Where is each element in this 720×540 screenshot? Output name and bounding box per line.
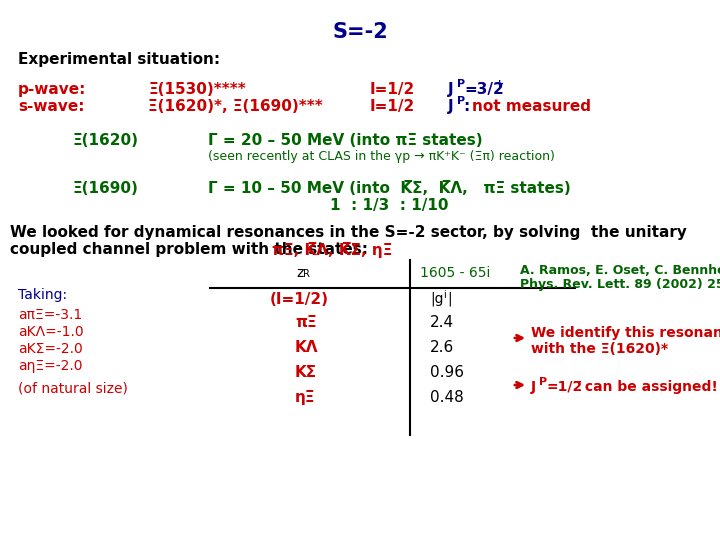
Text: −: − <box>573 377 582 387</box>
Text: 0.48: 0.48 <box>430 390 464 405</box>
Text: J: J <box>448 82 454 97</box>
Text: +: + <box>495 79 504 89</box>
Text: Γ = 20 – 50 MeV (into πΞ states): Γ = 20 – 50 MeV (into πΞ states) <box>208 133 482 148</box>
Text: (I=1/2): (I=1/2) <box>270 292 329 307</box>
Text: =1/2: =1/2 <box>546 380 582 394</box>
Text: =3/2: =3/2 <box>464 82 504 97</box>
Text: not measured: not measured <box>472 99 591 114</box>
Text: Ξ(1620): Ξ(1620) <box>72 133 138 148</box>
Text: Taking:: Taking: <box>18 288 67 302</box>
Text: P: P <box>457 79 465 89</box>
Text: :: : <box>464 99 475 114</box>
Text: KΛ: KΛ <box>295 340 318 355</box>
Text: i: i <box>443 290 446 300</box>
Text: Ξ(1690): Ξ(1690) <box>72 181 138 196</box>
Text: J: J <box>531 380 536 394</box>
Text: aΚΣ=-2.0: aΚΣ=-2.0 <box>18 342 83 356</box>
Text: s-wave:: s-wave: <box>18 99 84 114</box>
Text: Ξ(1530)****: Ξ(1530)**** <box>148 82 246 97</box>
Text: Γ = 10 – 50 MeV (into  K̅Σ,  K̅Λ,   πΞ states): Γ = 10 – 50 MeV (into K̅Σ, K̅Λ, πΞ state… <box>208 181 571 196</box>
Text: |: | <box>447 292 451 307</box>
Text: 0.96: 0.96 <box>430 365 464 380</box>
Text: 1605 - 65i: 1605 - 65i <box>420 266 490 280</box>
Text: 1  : 1/3  : 1/10: 1 : 1/3 : 1/10 <box>330 198 449 213</box>
Text: I=1/2: I=1/2 <box>370 99 415 114</box>
Text: |g: |g <box>430 292 444 307</box>
Text: z: z <box>296 266 303 280</box>
Text: 2.6: 2.6 <box>430 340 454 355</box>
Text: P: P <box>539 377 547 387</box>
Text: Experimental situation:: Experimental situation: <box>18 52 220 67</box>
Text: J: J <box>448 99 454 114</box>
Text: S=-2: S=-2 <box>332 22 388 42</box>
Text: aΚΛ=-1.0: aΚΛ=-1.0 <box>18 325 84 339</box>
Text: We identify this resonance: We identify this resonance <box>531 326 720 340</box>
Text: coupled channel problem with the states:: coupled channel problem with the states: <box>10 242 373 257</box>
Text: Ξ(1620)*, Ξ(1690)***: Ξ(1620)*, Ξ(1690)*** <box>148 99 323 114</box>
Text: (seen recently at CLAS in the γp → πK⁺K⁻ (Ξπ) reaction): (seen recently at CLAS in the γp → πK⁺K⁻… <box>208 150 555 163</box>
Text: ηΞ: ηΞ <box>295 390 315 405</box>
Text: We looked for dynamical resonances in the S=-2 sector, by solving  the unitary: We looked for dynamical resonances in th… <box>10 225 687 240</box>
Text: can be assigned!: can be assigned! <box>580 380 718 394</box>
Text: KΣ: KΣ <box>295 365 317 380</box>
Text: p-wave:: p-wave: <box>18 82 86 97</box>
Text: P: P <box>457 96 465 106</box>
Text: πΞ, K̅Λ, K̅Σ, ηΞ: πΞ, K̅Λ, K̅Σ, ηΞ <box>272 242 392 258</box>
Text: aπΞ=-3.1: aπΞ=-3.1 <box>18 308 82 322</box>
Text: I=1/2: I=1/2 <box>370 82 415 97</box>
Text: (of natural size): (of natural size) <box>18 382 128 396</box>
Text: A. Ramos, E. Oset, C. Bennhold,: A. Ramos, E. Oset, C. Bennhold, <box>520 264 720 277</box>
Text: aηΞ=-2.0: aηΞ=-2.0 <box>18 359 83 373</box>
Text: with the Ξ(1620)*: with the Ξ(1620)* <box>531 342 668 356</box>
Text: Phys. Rev. Lett. 89 (2002) 252001: Phys. Rev. Lett. 89 (2002) 252001 <box>520 278 720 291</box>
Text: R: R <box>303 269 310 279</box>
Text: 2.4: 2.4 <box>430 315 454 330</box>
Text: πΞ: πΞ <box>295 315 317 330</box>
